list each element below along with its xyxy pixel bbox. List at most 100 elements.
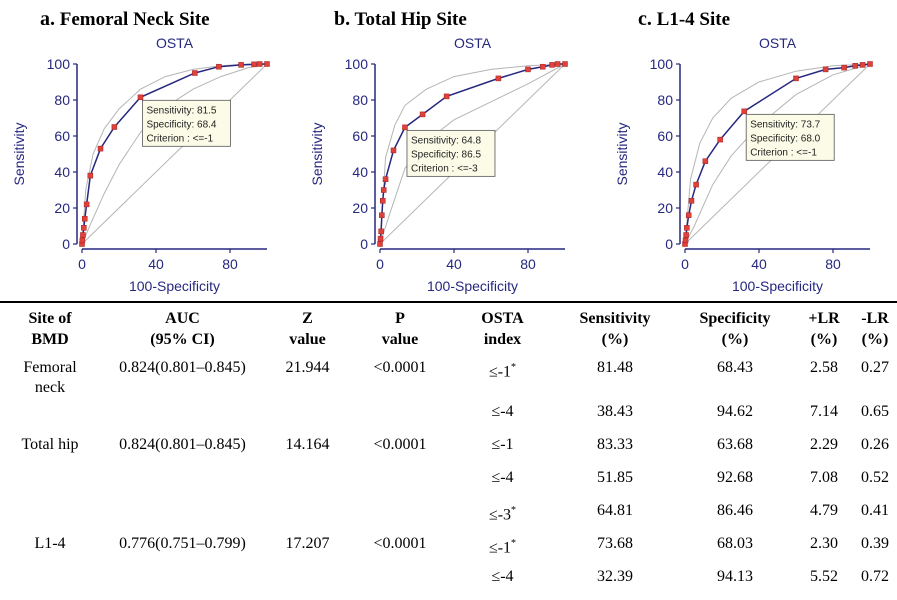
header-site: Site of BMD xyxy=(0,306,100,358)
cell-nlr: 0.41 xyxy=(853,501,897,534)
y-tick-label: 60 xyxy=(54,128,70,144)
header-nlr: -LR (%) xyxy=(853,306,897,358)
reference-diagonal xyxy=(82,64,267,244)
cell-auc: 0.776(0.751–0.799) xyxy=(100,534,265,567)
y-axis-label: Sensitivity xyxy=(614,122,630,185)
footnote-star: * xyxy=(511,505,516,516)
cell-sensitivity: 64.81 xyxy=(555,501,675,534)
cell-sensitivity: 51.85 xyxy=(555,468,675,501)
cell-nlr: 0.65 xyxy=(853,402,897,435)
roc-point xyxy=(694,182,699,187)
roc-point xyxy=(853,63,858,68)
x-axis-label: 100-Specificity xyxy=(129,278,220,294)
cell-site xyxy=(0,402,100,435)
cell-specificity: 94.62 xyxy=(675,402,795,435)
cell-auc xyxy=(100,501,265,534)
y-tick-label: 0 xyxy=(665,236,673,252)
roc-point xyxy=(842,65,847,70)
roc-point xyxy=(379,229,384,234)
x-tick-label: 0 xyxy=(78,256,86,272)
x-tick-label: 80 xyxy=(520,256,536,272)
roc-point xyxy=(540,64,545,69)
roc-point xyxy=(80,233,85,238)
y-tick-label: 40 xyxy=(657,164,673,180)
cell-nlr: 0.27 xyxy=(853,358,897,402)
callout-line: Criterion : <=-1 xyxy=(146,133,213,144)
y-tick-label: 100 xyxy=(47,56,71,72)
roc-point xyxy=(555,62,560,67)
cell-nlr: 0.26 xyxy=(853,435,897,468)
roc-point xyxy=(381,188,386,193)
roc-point xyxy=(794,76,799,81)
cell-specificity: 63.68 xyxy=(675,435,795,468)
cell-specificity: 92.68 xyxy=(675,468,795,501)
roc-point xyxy=(84,202,89,207)
roc-point xyxy=(112,125,117,130)
y-tick-label: 100 xyxy=(650,56,674,72)
roc-point xyxy=(684,225,689,230)
roc-point xyxy=(252,62,257,67)
cell-site: L1-4 xyxy=(0,534,100,567)
header-sensitivity: Sensitivity (%) xyxy=(555,306,675,358)
header-p: Pvalue xyxy=(350,306,450,358)
x-tick-label: 0 xyxy=(681,256,689,272)
cell-sensitivity: 81.48 xyxy=(555,358,675,402)
roc-point xyxy=(257,62,262,67)
roc-point xyxy=(380,198,385,203)
roc-point xyxy=(265,62,270,67)
table-row: L1-4 0.776(0.751–0.799) 17.207 <0.0001 ≤-1* 7… xyxy=(0,534,897,567)
cell-auc: 0.824(0.801–0.845) xyxy=(100,435,265,468)
roc-point xyxy=(378,236,383,241)
x-axis-label: 100-Specificity xyxy=(732,278,823,294)
cell-specificity: 68.43 xyxy=(675,358,795,402)
cell-specificity: 68.03 xyxy=(675,534,795,567)
header-auc: AUC (95% CI) xyxy=(100,306,265,358)
cell-p xyxy=(350,402,450,435)
cell-plr: 2.30 xyxy=(795,534,853,567)
roc-point xyxy=(686,213,691,218)
roc-point xyxy=(860,62,865,67)
cell-p: <0.0001 xyxy=(350,534,450,567)
y-tick-label: 20 xyxy=(54,200,70,216)
callout-line: Sensitivity: 73.7 xyxy=(750,119,820,130)
callout-line: Criterion : <=-1 xyxy=(750,147,817,158)
cell-index: ≤-3* xyxy=(450,501,555,534)
callout-line: Sensitivity: 64.8 xyxy=(411,135,481,146)
cell-plr: 2.29 xyxy=(795,435,853,468)
y-tick-label: 80 xyxy=(352,92,368,108)
cell-site xyxy=(0,501,100,534)
roc-point xyxy=(192,71,197,76)
cell-site: Total hip xyxy=(0,435,100,468)
x-tick-label: 40 xyxy=(148,256,164,272)
roc-point xyxy=(683,238,688,243)
table-header-row: Site of BMD AUC (95% CI) Zvalue Pvalue OST… xyxy=(0,306,897,358)
y-tick-label: 80 xyxy=(54,92,70,108)
roc-point xyxy=(391,148,396,153)
y-axis-label: Sensitivity xyxy=(11,122,27,185)
header-specificity: Specificity (%) xyxy=(675,306,795,358)
callout-line: Sensitivity: 81.5 xyxy=(146,105,216,116)
roc-point xyxy=(496,76,501,81)
roc-point xyxy=(689,198,694,203)
roc-point xyxy=(684,233,689,238)
cell-site xyxy=(0,468,100,501)
cell-plr: 7.08 xyxy=(795,468,853,501)
x-tick-label: 80 xyxy=(222,256,238,272)
cell-z xyxy=(265,402,350,435)
x-tick-label: 40 xyxy=(751,256,767,272)
cell-plr: 7.14 xyxy=(795,402,853,435)
footnote-star: * xyxy=(511,362,516,373)
cell-z: 21.944 xyxy=(265,358,350,402)
roc-point xyxy=(550,62,555,67)
cell-auc xyxy=(100,402,265,435)
cell-p: <0.0001 xyxy=(350,358,450,402)
chart-title: OSTA xyxy=(759,35,797,51)
table-row: Femoral neck 0.824(0.801–0.845) 21.944 <0.0… xyxy=(0,358,897,402)
roc-point xyxy=(383,177,388,182)
y-tick-label: 80 xyxy=(657,92,673,108)
roc-point xyxy=(379,213,384,218)
cell-z: 17.207 xyxy=(265,534,350,567)
roc-point xyxy=(526,67,531,72)
cell-plr: 2.58 xyxy=(795,358,853,402)
roc-point xyxy=(81,225,86,230)
